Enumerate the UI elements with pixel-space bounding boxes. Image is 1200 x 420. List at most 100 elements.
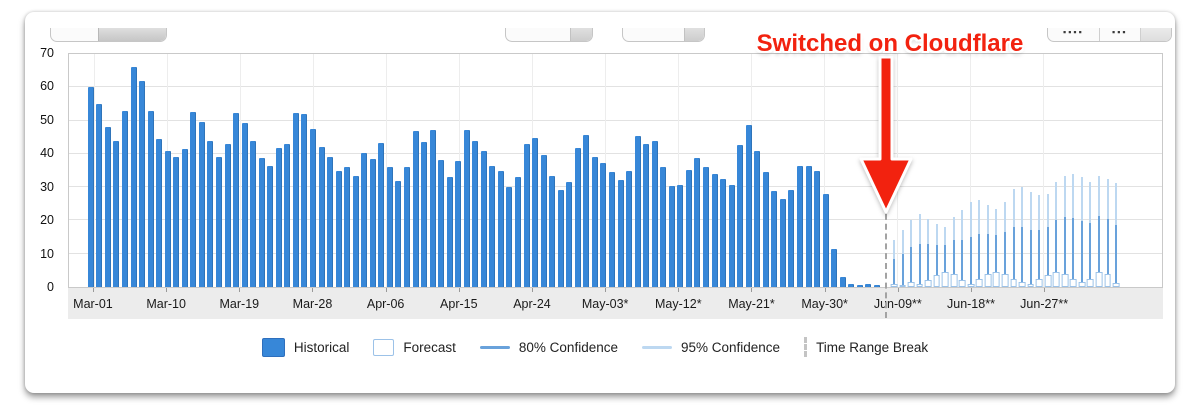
line-style-picker[interactable]: ▪▪▪▪ ▪▪▪ (1047, 28, 1172, 42)
forecast-bar[interactable] (890, 283, 898, 287)
historical-bar[interactable] (455, 160, 462, 287)
zoom-scrubber[interactable] (50, 28, 167, 42)
historical-bar[interactable] (822, 193, 829, 287)
forecast-bar[interactable] (1044, 275, 1052, 287)
confidence-whisker-95[interactable] (1115, 182, 1118, 225)
forecast-bar[interactable] (984, 273, 992, 287)
forecast-bar[interactable] (941, 271, 949, 287)
historical-bar[interactable] (421, 142, 428, 287)
confidence-whisker-80[interactable] (901, 253, 904, 286)
historical-bar[interactable] (728, 185, 735, 287)
historical-bar[interactable] (549, 175, 556, 287)
historical-bar[interactable] (600, 163, 607, 287)
legend-item-break[interactable]: Time Range Break (804, 337, 928, 357)
confidence-whisker-80[interactable] (927, 243, 930, 281)
historical-bar[interactable] (574, 148, 581, 287)
historical-bar[interactable] (361, 152, 368, 287)
confidence-whisker-80[interactable] (995, 235, 998, 273)
confidence-whisker-95[interactable] (995, 208, 998, 236)
historical-bar[interactable] (309, 128, 316, 287)
historical-bar[interactable] (241, 122, 248, 287)
confidence-whisker-80[interactable] (1115, 224, 1118, 284)
forecast-bar[interactable] (899, 285, 906, 287)
forecast-bar[interactable] (1010, 278, 1017, 287)
dash-pattern-3-button[interactable]: ▪▪▪ (1100, 28, 1141, 41)
historical-bar[interactable] (250, 140, 257, 287)
historical-bar[interactable] (198, 122, 205, 287)
historical-bar[interactable] (754, 151, 761, 287)
forecast-bar[interactable] (1095, 271, 1103, 287)
confidence-whisker-95[interactable] (969, 202, 972, 238)
toolbar-button-1-cap[interactable] (570, 28, 592, 41)
confidence-whisker-95[interactable] (1080, 177, 1083, 222)
confidence-whisker-80[interactable] (918, 243, 921, 284)
historical-bar[interactable] (438, 159, 445, 287)
historical-bar[interactable] (685, 169, 692, 287)
confidence-whisker-95[interactable] (935, 223, 938, 246)
historical-bar[interactable] (344, 166, 351, 287)
confidence-whisker-95[interactable] (927, 218, 930, 244)
forecast-bar[interactable] (993, 271, 1000, 287)
historical-bar[interactable] (369, 158, 376, 287)
historical-bar[interactable] (352, 175, 359, 287)
forecast-bar[interactable] (976, 278, 983, 287)
historical-bar[interactable] (677, 185, 684, 287)
historical-bar[interactable] (395, 180, 402, 287)
historical-bar[interactable] (668, 186, 675, 287)
historical-bar[interactable] (446, 176, 453, 287)
historical-bar[interactable] (327, 157, 334, 287)
historical-bar[interactable] (301, 113, 308, 287)
forecast-bar[interactable] (1078, 282, 1086, 287)
historical-bar[interactable] (591, 157, 598, 287)
historical-bar[interactable] (762, 172, 769, 287)
historical-bar[interactable] (523, 143, 530, 287)
confidence-whisker-80[interactable] (1021, 227, 1024, 283)
confidence-whisker-80[interactable] (1098, 216, 1100, 273)
historical-bar[interactable] (609, 171, 616, 287)
historical-bar[interactable] (720, 178, 727, 287)
confidence-whisker-95[interactable] (986, 205, 989, 234)
historical-bar[interactable] (335, 170, 342, 287)
historical-bar[interactable] (104, 127, 111, 287)
confidence-whisker-95[interactable] (1089, 182, 1092, 223)
historical-bar[interactable] (216, 157, 222, 287)
historical-bar[interactable] (634, 135, 641, 287)
confidence-whisker-80[interactable] (952, 240, 955, 274)
historical-bar[interactable] (113, 140, 120, 287)
confidence-whisker-95[interactable] (910, 220, 913, 248)
historical-bar[interactable] (873, 285, 880, 287)
legend-item-hist[interactable]: Historical (261, 337, 349, 357)
historical-bar[interactable] (583, 134, 590, 287)
confidence-whisker-95[interactable] (1063, 175, 1066, 218)
forecast-bar[interactable] (1087, 278, 1094, 287)
confidence-whisker-95[interactable] (1012, 188, 1015, 228)
confidence-whisker-80[interactable] (1089, 222, 1092, 279)
confidence-whisker-95[interactable] (961, 210, 964, 241)
historical-bar[interactable] (190, 112, 197, 287)
historical-bar[interactable] (617, 179, 624, 287)
historical-bar[interactable] (796, 165, 803, 287)
legend-item-line80[interactable]: 80% Confidence (479, 340, 618, 355)
historical-bar[interactable] (626, 170, 633, 287)
forecast-bar[interactable] (1069, 278, 1077, 287)
solid-style-button[interactable] (1140, 28, 1171, 41)
historical-bar[interactable] (87, 87, 94, 287)
confidence-whisker-95[interactable] (1072, 173, 1075, 218)
forecast-bar[interactable] (1061, 273, 1069, 287)
historical-bar[interactable] (480, 151, 487, 287)
historical-bar[interactable] (130, 67, 137, 287)
confidence-whisker-80[interactable] (1046, 227, 1049, 276)
confidence-whisker-80[interactable] (1012, 227, 1015, 279)
historical-bar[interactable] (848, 283, 855, 287)
historical-bar[interactable] (814, 170, 821, 287)
historical-bar[interactable] (267, 165, 274, 287)
confidence-whisker-80[interactable] (961, 240, 964, 281)
forecast-bar[interactable] (1052, 271, 1060, 287)
confidence-whisker-95[interactable] (944, 227, 947, 246)
confidence-whisker-95[interactable] (1046, 193, 1049, 228)
historical-bar[interactable] (532, 138, 539, 287)
forecast-bar[interactable] (950, 273, 958, 287)
historical-bar[interactable] (865, 283, 872, 287)
forecast-bar[interactable] (1018, 282, 1026, 287)
legend-item-line95[interactable]: 95% Confidence (641, 340, 780, 355)
